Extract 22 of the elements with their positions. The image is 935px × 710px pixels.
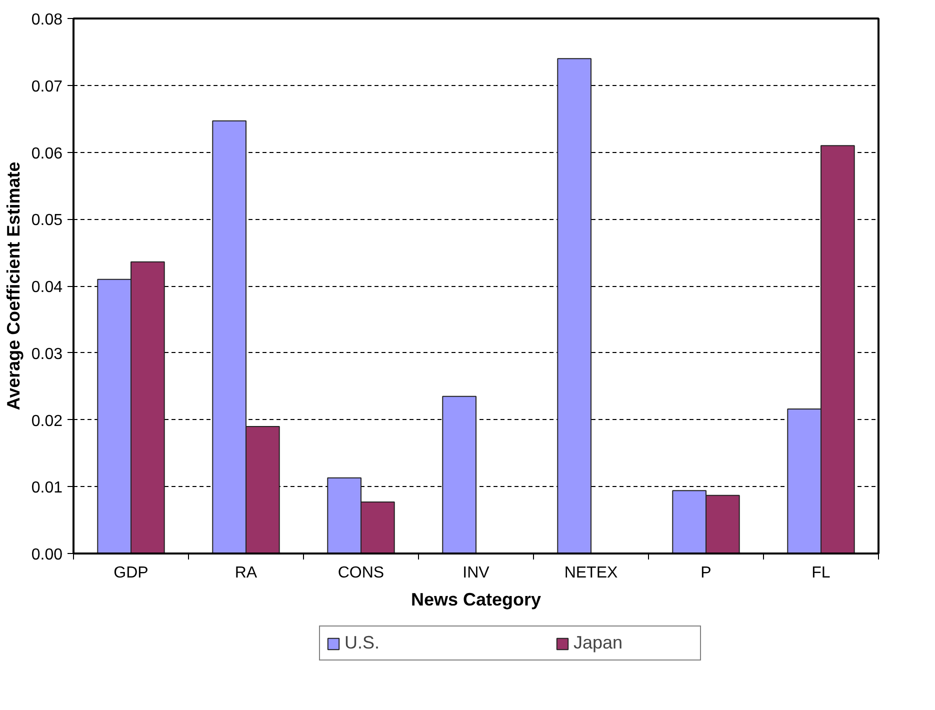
x-axis-title: News Category xyxy=(410,590,542,610)
y-tick-label: 0.08 xyxy=(31,12,63,28)
x-tick-label: GDP xyxy=(114,564,148,582)
legend-label: Japan xyxy=(574,632,624,654)
bar xyxy=(442,396,476,554)
x-tick-label: FL xyxy=(812,564,830,582)
x-tick-label: RA xyxy=(234,564,258,582)
y-tick-label: 0.03 xyxy=(31,346,63,363)
legend-label: U.S. xyxy=(344,632,381,654)
x-tick-label: NETEX xyxy=(564,564,618,582)
bar xyxy=(557,58,592,554)
y-tick-label: 0.01 xyxy=(31,480,63,497)
y-tick-label: 0.07 xyxy=(31,78,63,96)
y-tick-label: 0.06 xyxy=(31,145,63,162)
x-tick-label: CONS xyxy=(338,564,384,582)
y-tick-label: 0.02 xyxy=(31,412,63,430)
x-tick-label: INV xyxy=(462,564,490,582)
y-tick-label: 0.04 xyxy=(31,279,63,296)
y-tick-label: 0.00 xyxy=(31,546,63,564)
y-tick-label: 0.05 xyxy=(31,212,63,230)
x-tick-label: P xyxy=(700,564,712,582)
y-axis-title: Average Coefficient Estimate xyxy=(3,162,24,410)
